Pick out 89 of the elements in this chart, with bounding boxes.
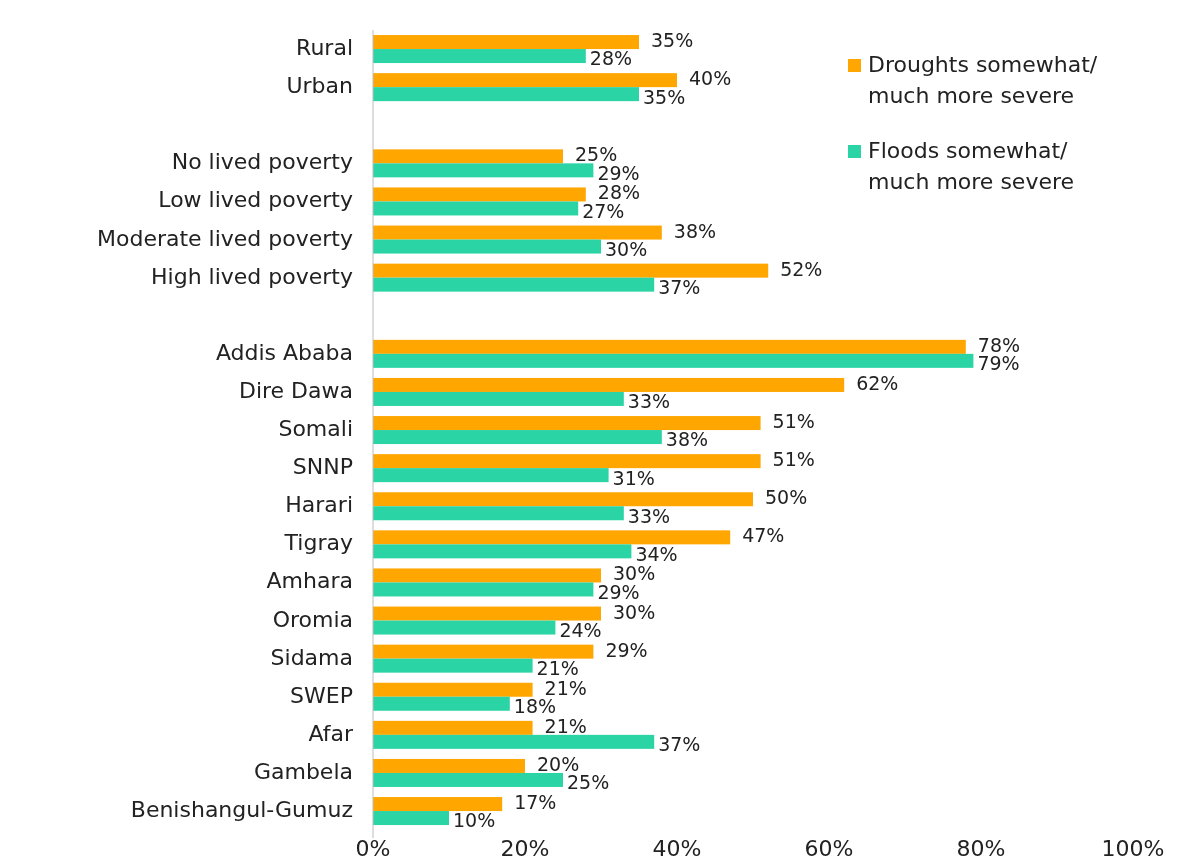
bar bbox=[373, 492, 753, 507]
data-label: 37% bbox=[658, 276, 701, 299]
y-tick-label: Sidama bbox=[270, 644, 353, 670]
bar bbox=[373, 73, 677, 88]
y-tick-label: Harari bbox=[285, 492, 353, 518]
bar bbox=[373, 734, 655, 749]
data-label: 17% bbox=[514, 791, 557, 814]
bar bbox=[373, 239, 601, 254]
bar bbox=[373, 568, 601, 583]
y-tick-label: High lived poverty bbox=[151, 263, 353, 289]
x-tick-label: 80% bbox=[956, 836, 1006, 861]
bar bbox=[373, 772, 563, 787]
bar bbox=[373, 544, 632, 559]
bar bbox=[373, 49, 586, 64]
data-label: 35% bbox=[643, 85, 686, 108]
x-tick-label: 20% bbox=[500, 836, 550, 861]
data-label: 28% bbox=[589, 47, 633, 70]
data-label: 38% bbox=[665, 428, 709, 451]
bar bbox=[373, 720, 533, 735]
data-label: 38% bbox=[673, 219, 717, 242]
data-label: 51% bbox=[772, 410, 815, 433]
bar bbox=[373, 430, 662, 445]
bar bbox=[373, 391, 624, 406]
y-tick-label: Urban bbox=[286, 73, 353, 99]
data-label: 30% bbox=[613, 600, 656, 623]
y-tick-label: Low lived poverty bbox=[158, 187, 353, 213]
data-label: 30% bbox=[605, 237, 648, 260]
bar bbox=[373, 353, 974, 368]
data-label: 35% bbox=[651, 29, 694, 52]
y-tick-label: Dire Dawa bbox=[238, 377, 353, 403]
data-label: 33% bbox=[627, 390, 671, 413]
bar bbox=[373, 87, 639, 102]
bar bbox=[373, 582, 594, 597]
bar bbox=[373, 377, 845, 392]
y-tick-label: Benishangul-Gumuz bbox=[130, 797, 353, 823]
y-tick-label: Somali bbox=[278, 416, 353, 442]
data-label: 31% bbox=[612, 466, 655, 489]
bar bbox=[373, 225, 662, 240]
bar bbox=[373, 682, 533, 697]
y-tick-label: Oromia bbox=[272, 606, 353, 632]
x-tick-label: 0% bbox=[355, 836, 391, 861]
bar bbox=[373, 644, 594, 659]
bar bbox=[373, 454, 761, 469]
bar bbox=[373, 620, 556, 635]
bar bbox=[373, 416, 761, 431]
y-tick-label: SWEP bbox=[290, 682, 353, 708]
bar bbox=[373, 468, 609, 483]
bar bbox=[373, 35, 639, 50]
y-tick-label: Gambela bbox=[253, 758, 353, 784]
bar bbox=[373, 758, 525, 773]
x-tick-label: 40% bbox=[652, 836, 702, 861]
y-tick-label: Moderate lived poverty bbox=[96, 225, 353, 251]
data-label: 29% bbox=[605, 638, 648, 661]
data-label: 33% bbox=[627, 504, 671, 527]
data-label: 10% bbox=[453, 809, 496, 832]
data-label: 51% bbox=[772, 448, 815, 471]
y-tick-label: SNNP bbox=[292, 454, 353, 480]
legend-label: Floods somewhat/ much more severe bbox=[868, 138, 1075, 194]
data-label: 24% bbox=[559, 618, 602, 641]
bar bbox=[373, 187, 586, 202]
bar bbox=[373, 149, 563, 164]
bar bbox=[373, 263, 769, 278]
y-tick-label: Addis Ababa bbox=[215, 339, 353, 365]
data-label: 40% bbox=[689, 67, 732, 90]
x-tick-label: 100% bbox=[1101, 836, 1165, 861]
data-label: 52% bbox=[780, 257, 823, 280]
y-tick-label: Amhara bbox=[266, 568, 353, 594]
bar bbox=[373, 506, 624, 521]
bar bbox=[373, 201, 579, 216]
bar bbox=[373, 606, 601, 621]
bar bbox=[373, 658, 533, 673]
data-label: 62% bbox=[856, 371, 899, 394]
y-tick-label: Rural bbox=[296, 35, 353, 61]
bar bbox=[373, 797, 503, 812]
y-tick-label: Afar bbox=[308, 720, 354, 746]
y-tick-label: No lived poverty bbox=[171, 149, 353, 175]
y-tick-label: Tigray bbox=[283, 530, 353, 556]
bar bbox=[373, 339, 966, 354]
bar bbox=[373, 696, 510, 711]
legend-label: Droughts somewhat/ much more severe bbox=[868, 52, 1098, 108]
bar bbox=[373, 530, 731, 545]
bar bbox=[373, 811, 449, 826]
data-label: 47% bbox=[742, 524, 785, 547]
bar bbox=[373, 277, 655, 292]
data-label: 50% bbox=[765, 486, 808, 509]
bar bbox=[373, 163, 594, 178]
data-label: 37% bbox=[658, 733, 701, 756]
data-label: 34% bbox=[635, 542, 678, 565]
x-tick-label: 60% bbox=[804, 836, 854, 861]
